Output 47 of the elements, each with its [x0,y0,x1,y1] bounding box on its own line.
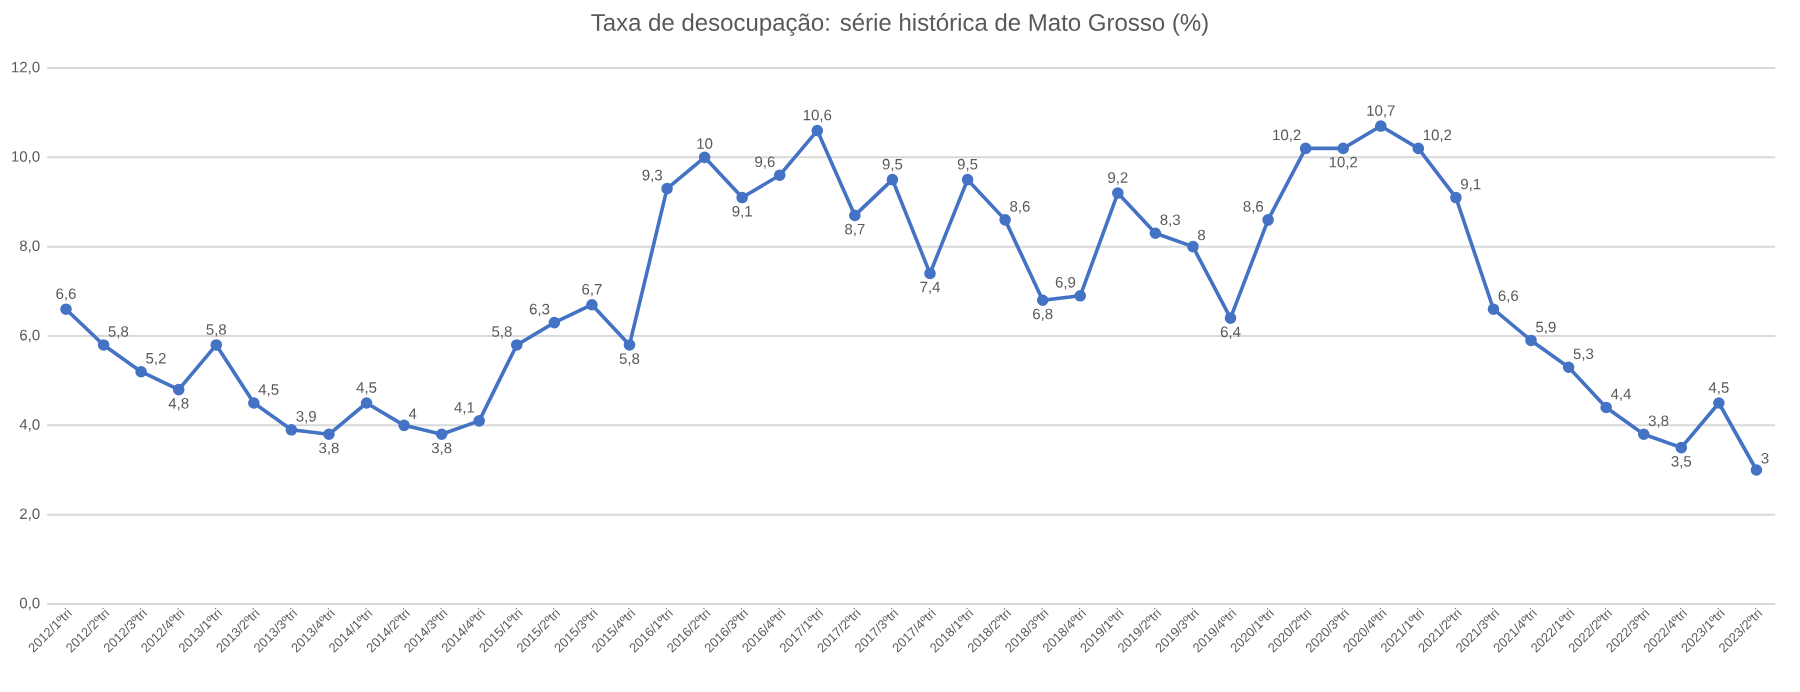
point [360,397,373,409]
point [510,339,523,351]
point [1036,294,1049,307]
point [1299,142,1312,155]
chart-title: Taxa de desocupação: série histórica de Mato Grosso (%) [591,13,1208,36]
point [323,428,335,441]
point [435,428,448,441]
point [961,173,974,186]
point [1112,187,1124,199]
point [1675,441,1688,454]
point [1412,142,1425,155]
point [1224,312,1237,324]
point [1149,227,1162,240]
point [661,182,673,195]
point [811,124,824,137]
point [623,339,636,351]
point [1374,120,1387,132]
point [210,339,223,351]
point [1713,397,1725,409]
point [60,303,72,315]
point [285,424,298,436]
point [736,191,748,204]
point [1450,191,1462,204]
point [773,169,786,181]
point [473,415,486,427]
point [1525,334,1537,347]
point [1750,464,1763,476]
point [1187,240,1199,253]
point [1600,401,1612,414]
point [849,209,861,222]
point [586,298,598,311]
point [1074,290,1087,302]
point [248,397,260,409]
point [1262,214,1274,226]
point [1487,303,1500,315]
point [1337,142,1350,155]
point [999,214,1011,226]
point [97,339,110,351]
point [135,365,147,378]
point [398,419,410,432]
point [172,383,185,396]
point [924,267,936,280]
point [548,316,561,329]
point [1637,428,1650,441]
point [698,151,711,164]
point [886,173,899,186]
point [1562,361,1575,374]
